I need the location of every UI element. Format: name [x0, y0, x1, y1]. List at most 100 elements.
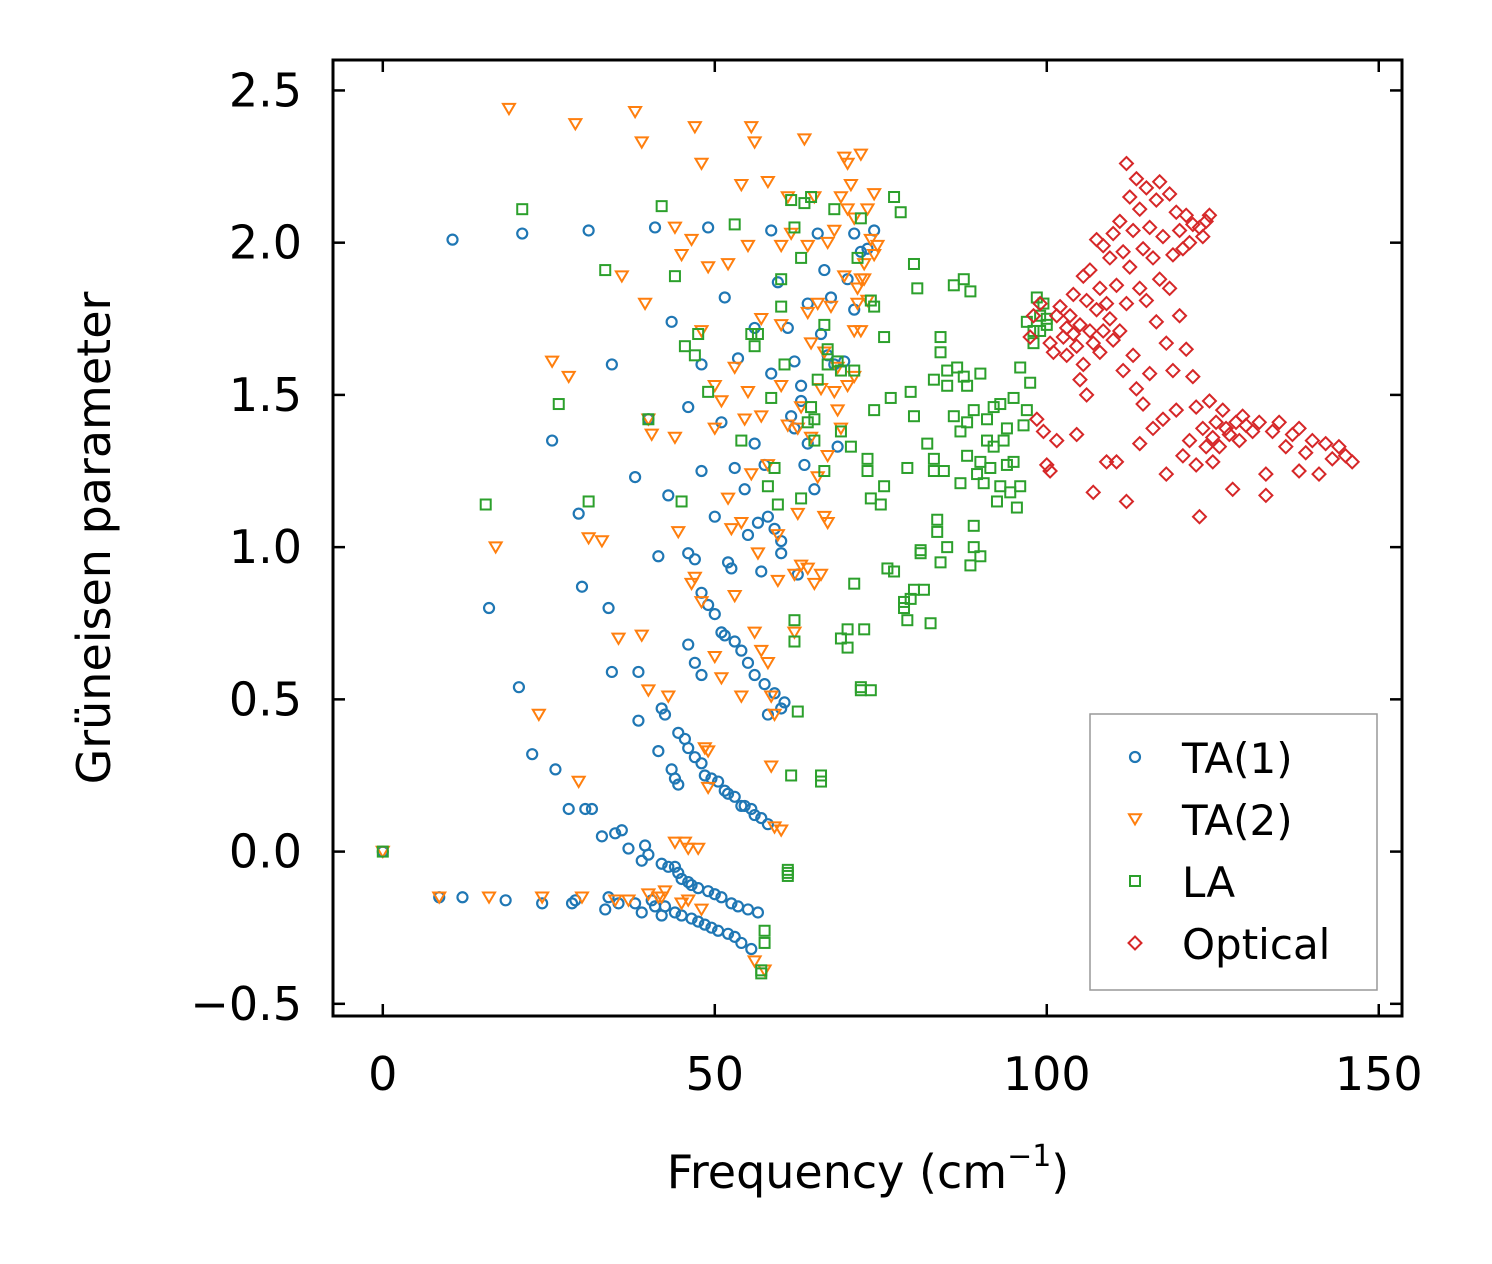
- data-point: [662, 860, 675, 873]
- data-point: [795, 379, 808, 392]
- data-point: [707, 650, 723, 665]
- data-point: [964, 559, 977, 572]
- data-point: [750, 547, 766, 561]
- data-point: [981, 434, 994, 447]
- data-point: [748, 437, 761, 450]
- data-point: [544, 355, 560, 369]
- data-point: [796, 133, 813, 147]
- data-point: [861, 452, 874, 465]
- data-point: [695, 464, 708, 478]
- data-point: [904, 385, 917, 398]
- data-point: [1037, 297, 1050, 310]
- data-point: [640, 888, 657, 902]
- data-point: [941, 541, 954, 554]
- data-point: [755, 565, 768, 578]
- data-point: [997, 434, 1010, 447]
- data-point: [815, 769, 828, 782]
- data-point: [1264, 423, 1281, 440]
- data-point: [1078, 386, 1095, 403]
- data-point: [585, 802, 599, 816]
- data-point: [854, 245, 867, 258]
- data-point: [815, 775, 828, 788]
- data-point: [781, 869, 794, 882]
- data-point: [803, 337, 819, 351]
- data-point: [1224, 481, 1241, 498]
- data-point: [726, 590, 743, 604]
- data-point: [898, 602, 911, 615]
- data-point: [831, 440, 844, 453]
- data-point: [1204, 429, 1221, 446]
- data-point: [560, 370, 577, 385]
- data-point: [1257, 487, 1274, 504]
- data-point: [1034, 324, 1047, 337]
- data-point: [635, 906, 648, 919]
- data-point: [658, 708, 672, 721]
- data-point: [927, 373, 940, 386]
- data-point: [693, 325, 710, 339]
- data-point: [790, 507, 806, 522]
- data-point: [844, 440, 857, 453]
- data-point: [821, 343, 834, 356]
- data-point: [1000, 458, 1013, 471]
- data-point: [818, 318, 831, 331]
- data-point: [931, 525, 944, 538]
- data-point: [751, 906, 765, 919]
- data-point: [828, 203, 841, 216]
- data-point: [778, 358, 791, 371]
- data-point: [672, 866, 685, 880]
- data-point: [888, 191, 901, 204]
- data-point: [1191, 508, 1208, 525]
- data-point: [1065, 326, 1082, 342]
- data-point: [1251, 414, 1268, 431]
- data-point: [673, 249, 690, 263]
- data-point: [667, 221, 683, 235]
- data-point: [745, 942, 758, 956]
- data-point: [914, 544, 927, 557]
- data-point: [1000, 422, 1013, 435]
- data-point: [1072, 371, 1088, 388]
- data-point: [1155, 411, 1171, 428]
- data-point: [1091, 280, 1108, 297]
- data-point: [869, 239, 886, 254]
- data-point: [751, 328, 764, 341]
- data-point: [614, 270, 630, 284]
- data-point: [839, 157, 856, 171]
- data-point: [1145, 420, 1161, 437]
- data-point: [1291, 463, 1307, 479]
- data-point: [851, 251, 864, 264]
- data-point: [954, 477, 967, 490]
- data-point: [707, 422, 723, 436]
- data-point: [1091, 344, 1108, 361]
- data-point: [1317, 435, 1334, 452]
- data-point: [843, 179, 859, 193]
- data-point: [1148, 192, 1165, 208]
- data-point: [974, 367, 987, 380]
- data-point: [771, 498, 784, 511]
- data-point: [816, 346, 833, 360]
- data-point: [775, 547, 788, 560]
- data-point: [1141, 365, 1158, 382]
- data-point: [941, 379, 954, 392]
- data-point: [1231, 432, 1248, 449]
- data-point: [856, 258, 872, 272]
- data-point: [1082, 262, 1098, 278]
- data-point: [907, 257, 920, 270]
- data-point: [760, 459, 776, 473]
- data-point: [755, 812, 768, 825]
- data-point: [1048, 432, 1065, 449]
- data-point: [693, 596, 710, 610]
- data-point: [954, 425, 967, 438]
- data-point: [733, 690, 750, 704]
- data-point: [834, 632, 847, 645]
- data-point: [763, 760, 779, 774]
- data-point: [834, 364, 847, 377]
- data-point: [743, 468, 760, 482]
- data-point: [793, 401, 809, 415]
- data-point: [1201, 207, 1218, 224]
- data-point: [680, 894, 696, 908]
- data-point: [947, 279, 960, 292]
- data-point: [682, 547, 695, 560]
- data-point: [853, 325, 869, 339]
- data-point: [575, 580, 589, 593]
- data-point: [921, 437, 934, 450]
